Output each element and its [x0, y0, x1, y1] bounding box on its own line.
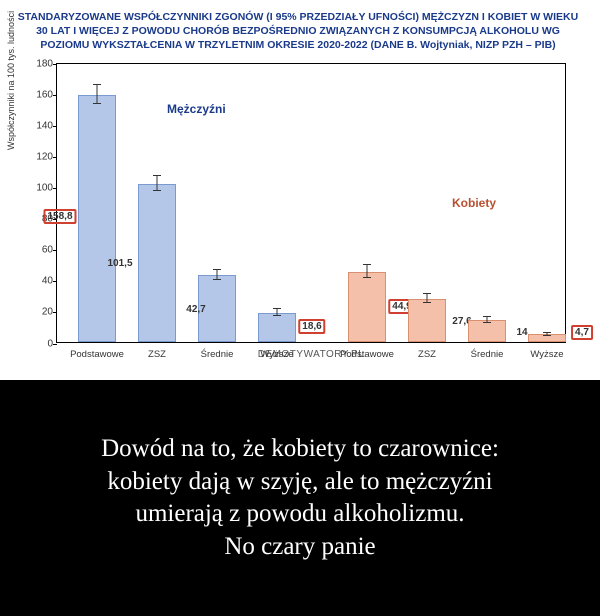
bar — [138, 184, 176, 342]
x-tick-label: Wyższe — [260, 349, 293, 360]
bar-value-label: 42,7 — [184, 304, 207, 315]
y-tick-label: 120 — [29, 151, 53, 162]
x-tick-label: Wyższe — [530, 349, 563, 360]
y-tick-label: 160 — [29, 89, 53, 100]
y-tick-label: 100 — [29, 182, 53, 193]
bar-value-label: 18,6 — [298, 319, 325, 334]
bar — [408, 299, 446, 342]
bar — [468, 320, 506, 342]
group-label: Kobiety — [452, 196, 496, 210]
y-axis-label: Współczynniki na 100 tys. ludności — [6, 11, 16, 150]
x-tick-label: Średnie — [201, 349, 234, 360]
y-tick-label: 0 — [29, 338, 53, 349]
chart-title: STANDARYZOWANE WSPÓŁCZYNNIKI ZGONÓW (I 9… — [12, 10, 588, 59]
bar-value-label: 158,8 — [43, 209, 76, 224]
caption-line: Dowód na to, że kobiety to czarownice: — [101, 435, 499, 462]
x-tick-label: ZSZ — [148, 349, 166, 360]
bar — [348, 272, 386, 342]
caption-line: No czary panie — [224, 533, 375, 560]
y-tick-label: 180 — [29, 58, 53, 69]
bar — [258, 313, 296, 342]
group-label: Mężczyźni — [167, 102, 226, 116]
x-tick-label: ZSZ — [418, 349, 436, 360]
bar-value-label: 101,5 — [105, 258, 134, 269]
bar — [78, 95, 116, 342]
chart-panel: STANDARYZOWANE WSPÓŁCZYNNIKI ZGONÓW (I 9… — [0, 0, 600, 380]
caption-text: Dowód na to, że kobiety to czarownice: k… — [101, 433, 499, 563]
bar-value-label: 4,7 — [571, 325, 593, 340]
y-tick-label: 40 — [29, 276, 53, 287]
caption-line: umierają z powodu alkoholizmu. — [135, 500, 464, 527]
y-tick-label: 60 — [29, 245, 53, 256]
x-tick-label: Średnie — [471, 349, 504, 360]
x-tick-label: Podstawowe — [340, 349, 394, 360]
x-tick-label: Podstawowe — [70, 349, 124, 360]
y-tick-label: 20 — [29, 307, 53, 318]
caption-line: kobiety dają w szyję, ale to mężczyźni — [107, 468, 492, 495]
caption-panel: Dowód na to, że kobiety to czarownice: k… — [0, 380, 600, 616]
plot-area: DEMOTYWATORY.PL 020406080100120140160180… — [56, 63, 566, 343]
y-tick-label: 140 — [29, 120, 53, 131]
